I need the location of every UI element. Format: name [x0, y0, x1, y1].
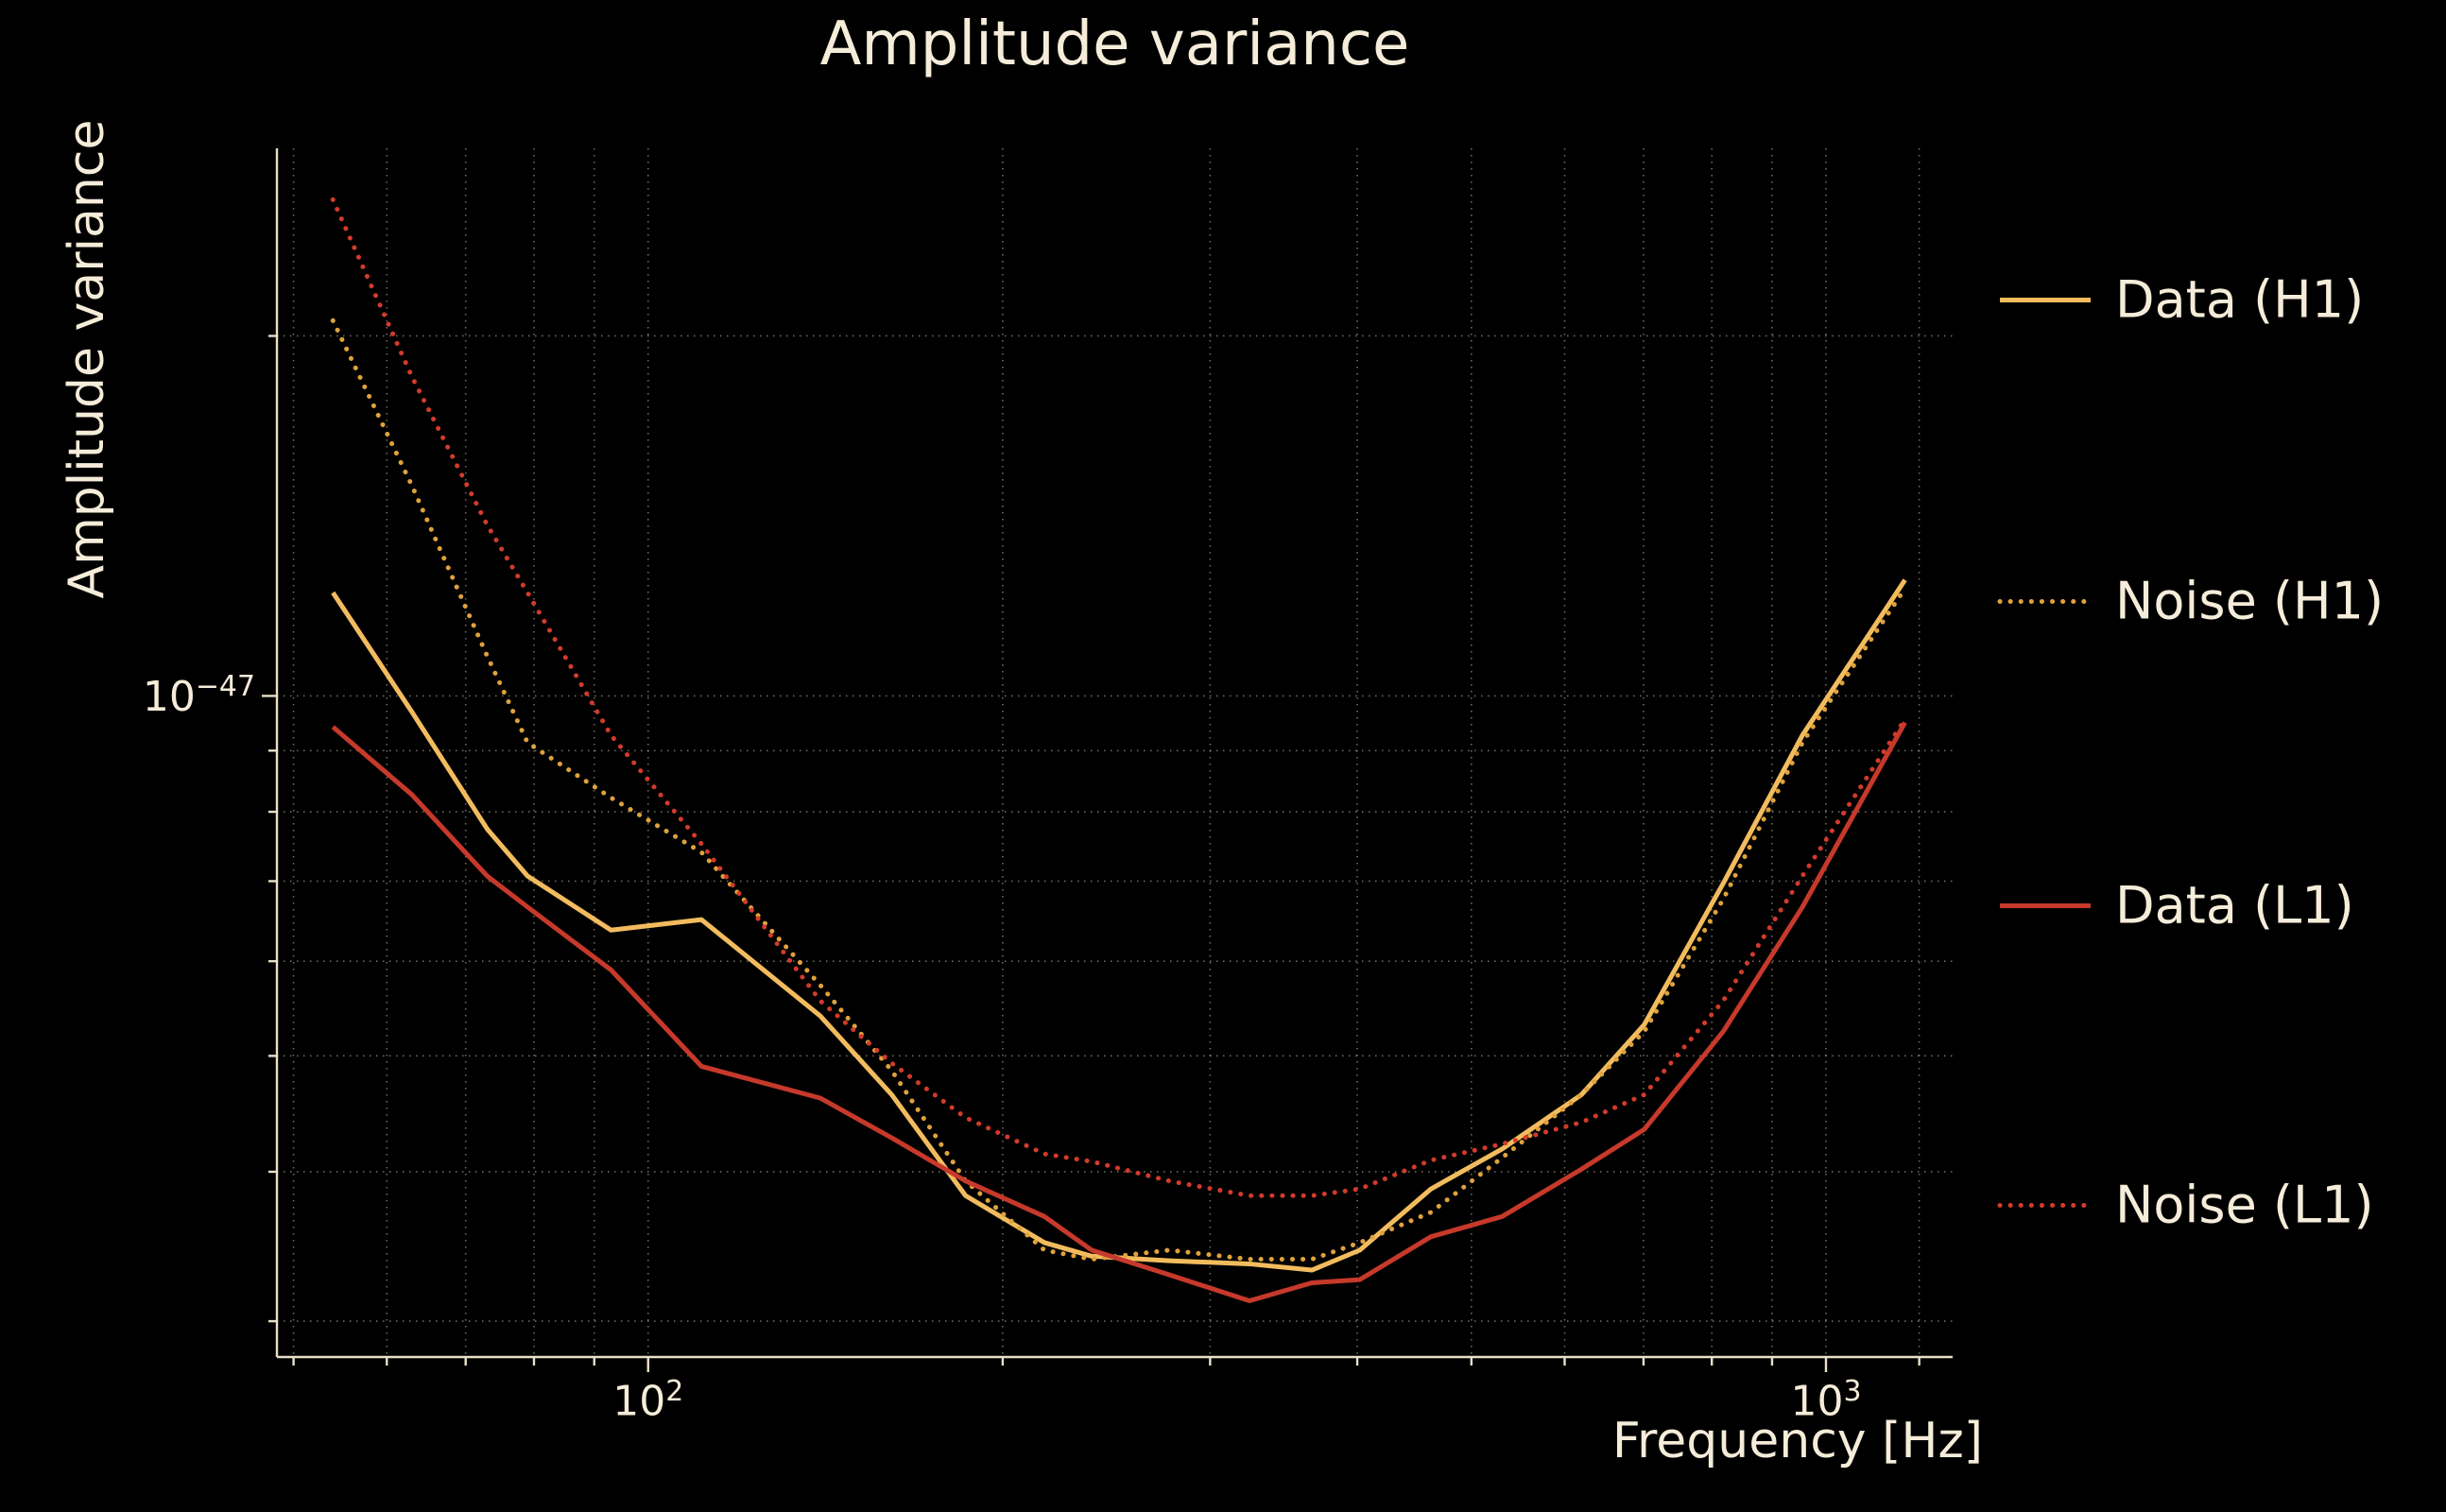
x-tick-exponent: 3 — [1843, 1375, 1862, 1408]
x-tick-label-100: 102 — [612, 1375, 683, 1426]
legend-label-data-h1: Data (H1) — [2115, 269, 2365, 330]
chart-title: Amplitude variance — [819, 9, 1410, 79]
legend-line-sample-data-h1 — [2000, 297, 2091, 302]
x-tick-base: 10 — [612, 1377, 666, 1426]
legend-entry-data-h1: Data (H1) — [1996, 270, 2364, 330]
y-tick-base: 10 — [142, 673, 196, 722]
legend-entry-data-l1: Data (L1) — [1996, 876, 2354, 936]
x-tick-label-1000: 103 — [1790, 1375, 1861, 1426]
x-tick-exponent: 2 — [665, 1375, 684, 1408]
x-axis-label: Frequency [Hz] — [1611, 1413, 1984, 1469]
legend-label-data-l1: Data (L1) — [2115, 875, 2354, 936]
y-tick-exponent: −47 — [195, 670, 255, 704]
legend-label-noise-h1: Noise (H1) — [2115, 571, 2385, 631]
x-tick-base: 10 — [1790, 1377, 1844, 1426]
legend-entry-noise-h1: Noise (H1) — [1996, 572, 2384, 631]
legend-line-sample-noise-l1 — [1997, 1202, 2093, 1208]
y-axis-label: Amplitude variance — [59, 119, 115, 599]
legend-line-sample-data-l1 — [2000, 902, 2091, 908]
legend-entry-noise-l1: Noise (L1) — [1996, 1176, 2374, 1235]
y-tick-label-1e-47: 10−47 — [143, 671, 255, 722]
legend-label-noise-l1: Noise (L1) — [2115, 1175, 2374, 1235]
legend-line-sample-noise-h1 — [1997, 598, 2093, 604]
